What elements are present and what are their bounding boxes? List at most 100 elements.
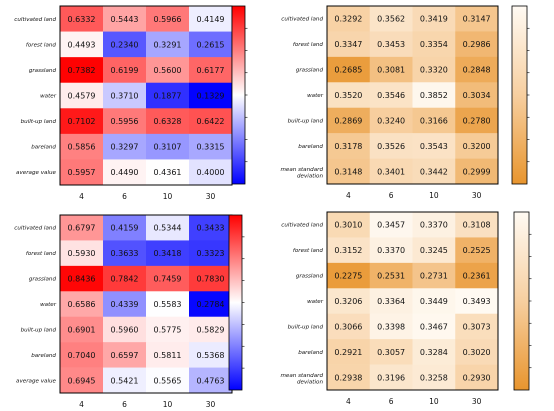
heatmap-cell: [455, 6, 499, 32]
cell-value-label: 0.5829: [197, 325, 225, 334]
cell-value-label: 0.2361: [463, 272, 491, 281]
cell-value-label: 0.3245: [420, 246, 448, 255]
heatmap-cell: [60, 108, 104, 135]
cell-value-label: 0.3297: [111, 143, 139, 152]
heatmap-cell: [327, 56, 371, 83]
cell-value-label: 0.2986: [463, 40, 491, 49]
cell-value-label: 0.5966: [154, 15, 182, 24]
heatmap-cell: [146, 367, 190, 394]
row-label: built-up land: [21, 327, 57, 333]
row-label: built-up land: [21, 119, 57, 125]
heatmap-cell: [455, 133, 499, 159]
cell-value-label: 0.3370: [420, 221, 448, 230]
cell-value-label: 0.4000: [197, 168, 225, 177]
heatmap-cell: [369, 82, 413, 109]
heatmap-cell: [60, 57, 104, 84]
cell-value-label: 0.7102: [68, 117, 96, 126]
heatmap-cell: [103, 265, 147, 292]
cell-value-label: 0.3200: [463, 142, 491, 151]
column-label: 4: [79, 400, 84, 409]
column-label: 30: [206, 192, 216, 201]
cell-value-label: 0.4493: [68, 40, 96, 49]
heatmap-cell: [189, 342, 233, 368]
heatmap-cell: [103, 367, 147, 394]
heatmap-cell: [327, 158, 371, 185]
cell-value-label: 0.5930: [68, 249, 96, 258]
cell-value-label: 0.5344: [154, 224, 182, 233]
row-label: forest land: [26, 251, 57, 257]
heatmap-cell: [103, 342, 147, 368]
cell-value-label: 0.7040: [68, 351, 96, 360]
cell-value-label: 0.3292: [334, 15, 362, 24]
heatmap-cell: [146, 108, 190, 135]
cell-value-label: 0.3206: [334, 297, 362, 306]
row-label: bareland: [31, 145, 56, 151]
heatmap-cell: [60, 82, 104, 109]
heatmap-cell: [60, 215, 104, 241]
row-label: grassland: [29, 68, 57, 74]
heatmap-cell: [103, 240, 147, 267]
colorbar: [231, 5, 246, 185]
heatmap-panel-3: 0.6797 0.4159 0.5344 0.3433 0.5930 0.3633 0.34…: [14, 214, 245, 409]
colorbar: [511, 5, 528, 185]
cell-value-label: 0.1877: [154, 92, 182, 101]
heatmap-cell: [327, 288, 371, 315]
heatmap-cell: [369, 364, 413, 391]
cell-value-label: 0.3073: [463, 322, 491, 331]
cell-value-label: 0.3852: [420, 91, 448, 100]
row-label: bareland: [298, 350, 323, 356]
cell-value-label: 0.4361: [154, 168, 182, 177]
heatmap-cell: [146, 291, 190, 318]
heatmap-cell: [103, 215, 147, 241]
cell-value-label: 0.4579: [68, 92, 96, 101]
heatmap-cell: [412, 262, 456, 289]
row-label: grassland: [296, 274, 324, 280]
cell-value-label: 0.3418: [154, 249, 182, 258]
cell-value-label: 0.6199: [111, 66, 139, 75]
cell-value-label: 0.2340: [111, 40, 139, 49]
heatmap-cell: [103, 57, 147, 84]
heatmap-cell: [327, 82, 371, 109]
cell-value-label: 0.3258: [420, 373, 448, 382]
cell-value-label: 0.3364: [377, 297, 405, 306]
heatmap-cell: [189, 367, 233, 394]
heatmap-cell: [146, 215, 190, 241]
heatmap-cell: [103, 291, 147, 318]
row-label: cultivated land: [14, 226, 56, 232]
cell-value-label: 0.5421: [111, 376, 139, 385]
cell-value-label: 0.3442: [420, 167, 448, 176]
cell-value-label: 0.2615: [197, 40, 225, 49]
cell-value-label: 0.5775: [154, 325, 182, 334]
cell-value-label: 0.3240: [377, 116, 405, 125]
colorbar: [228, 214, 243, 391]
cell-value-label: 0.3433: [197, 224, 225, 233]
heatmap-cell: [369, 107, 413, 134]
cell-value-label: 0.3347: [334, 40, 362, 49]
heatmap-cell: [455, 82, 499, 109]
heatmap-cell: [327, 339, 371, 365]
row-label: bareland: [298, 144, 323, 150]
cell-value-label: 0.2525: [463, 246, 491, 255]
cell-value-label: 0.4159: [111, 224, 139, 233]
heatmap-cell: [455, 56, 499, 83]
cell-value-label: 0.3354: [420, 40, 448, 49]
heatmap-cell: [412, 288, 456, 315]
heatmap-cell: [146, 159, 190, 186]
row-label: cultivated land: [281, 17, 323, 23]
cell-value-label: 0.3108: [463, 221, 491, 230]
heatmap-cell: [189, 159, 233, 186]
row-label: mean standard deviation: [280, 373, 323, 386]
row-label: water: [40, 94, 57, 100]
cell-value-label: 0.2938: [334, 373, 362, 382]
heatmap-cell: [369, 313, 413, 340]
heatmap-cell: [189, 31, 233, 58]
cell-value-label: 0.5600: [154, 66, 182, 75]
heatmap-cell: [189, 6, 233, 32]
heatmap-cell: [455, 212, 499, 238]
column-label: 4: [79, 192, 84, 201]
row-label: built-up land: [288, 324, 324, 330]
cell-value-label: 0.8436: [68, 275, 96, 284]
cell-value-label: 0.3320: [420, 66, 448, 75]
heatmap-cell: [189, 215, 233, 241]
heatmap-frame: [326, 5, 499, 185]
